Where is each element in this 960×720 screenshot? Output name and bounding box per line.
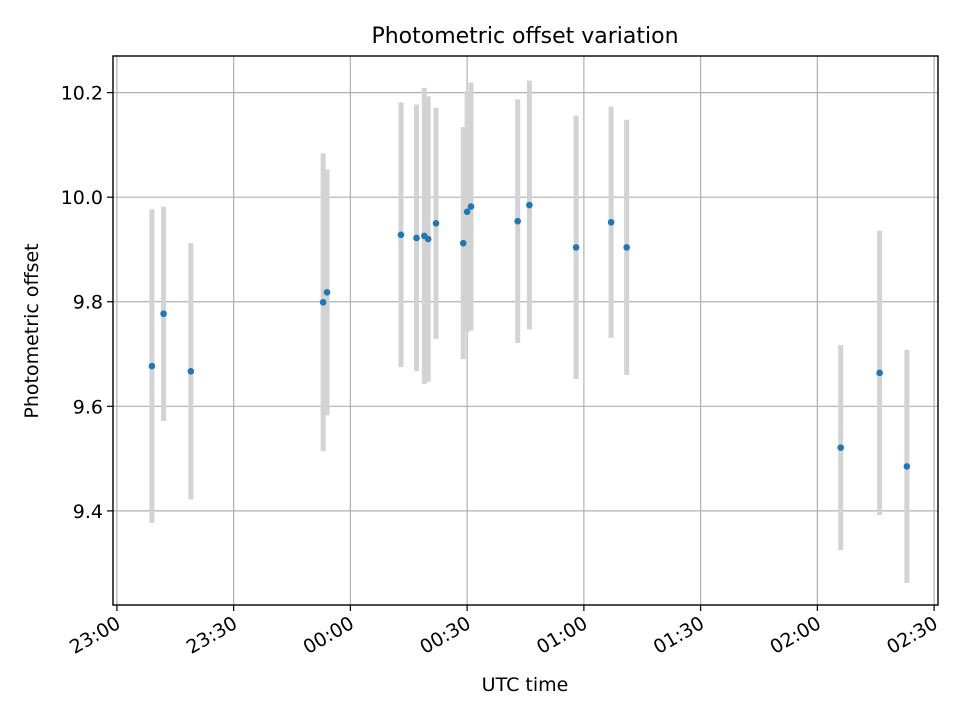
data-point	[459, 239, 467, 247]
data-point	[607, 218, 615, 226]
y-tick-label: 9.8	[73, 292, 103, 314]
y-tick-label: 10.0	[61, 187, 103, 209]
y-axis-label: Photometric offset	[21, 243, 43, 418]
x-tick-label: 02:00	[766, 612, 824, 658]
data-point	[397, 231, 405, 239]
x-tick-label: 23:00	[66, 612, 124, 658]
chart-title: Photometric offset variation	[371, 24, 678, 49]
data-point	[160, 310, 167, 318]
x-axis-label: UTC time	[482, 674, 569, 696]
data-point	[514, 217, 522, 225]
data-point	[463, 208, 471, 216]
data-point	[432, 220, 440, 227]
data-points	[148, 201, 911, 470]
y-tick-label: 9.4	[73, 501, 103, 523]
data-point	[526, 201, 533, 209]
data-point	[187, 367, 195, 375]
x-tick-label: 01:30	[650, 612, 708, 658]
data-point	[837, 444, 845, 451]
data-point	[323, 289, 331, 296]
y-tick-label: 10.2	[61, 83, 103, 105]
y-tick-label: 9.6	[73, 396, 103, 418]
data-point	[319, 298, 327, 306]
data-point	[424, 235, 432, 243]
data-point	[623, 244, 630, 251]
plot-frame	[112, 55, 939, 606]
data-point	[903, 463, 911, 470]
data-point	[876, 369, 883, 377]
grid	[113, 56, 938, 605]
plot-background	[113, 56, 938, 605]
x-ticks: 23:00 23:30 00:00 00:30 01:00 01:30 02:00 02:30	[66, 605, 942, 659]
x-tick-label: 23:30	[183, 612, 241, 658]
data-point	[148, 362, 156, 370]
data-point	[572, 244, 580, 251]
x-tick-label: 00:00	[299, 612, 357, 658]
x-tick-label: 01:00	[533, 612, 591, 658]
x-tick-label: 00:30	[416, 612, 474, 658]
data-point	[413, 234, 420, 242]
data-point	[467, 203, 475, 210]
x-tick-label: 02:30	[883, 612, 941, 658]
y-ticks: 9.4 9.6 9.8 10.0 10.2	[61, 83, 113, 523]
